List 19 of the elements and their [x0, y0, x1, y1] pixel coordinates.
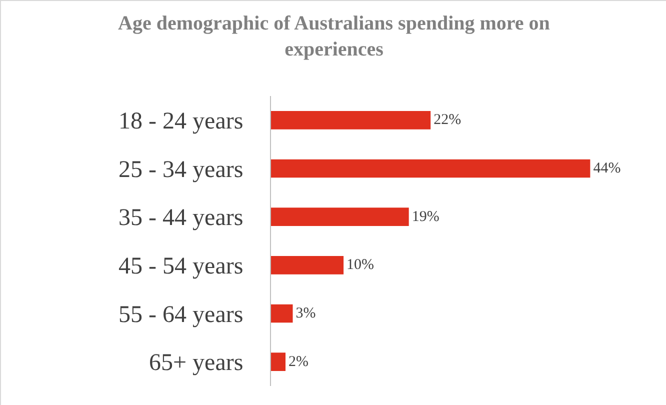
bar [271, 304, 293, 323]
y-tick-label: 65+ years [149, 350, 244, 376]
y-tick-label: 25 - 34 years [118, 156, 244, 183]
data-label: 22% [434, 112, 462, 128]
y-tick-label: 18 - 24 years [118, 108, 244, 135]
y-tick-label: 55 - 64 years [118, 302, 244, 328]
bar [271, 208, 409, 226]
bar [271, 110, 431, 130]
chart-title: Age demographic of Australians spending more on experiences [118, 12, 550, 60]
bar [271, 256, 344, 274]
data-label: 19% [412, 208, 440, 225]
data-label: 10% [346, 257, 374, 274]
data-label: 3% [296, 306, 316, 322]
bar [271, 352, 286, 372]
y-tick-label: 35 - 44 years [118, 205, 244, 232]
data-label: 44% [593, 160, 621, 176]
bar [271, 159, 590, 178]
data-label: 2% [288, 354, 309, 370]
y-tick-label: 45 - 54 years [118, 254, 244, 280]
